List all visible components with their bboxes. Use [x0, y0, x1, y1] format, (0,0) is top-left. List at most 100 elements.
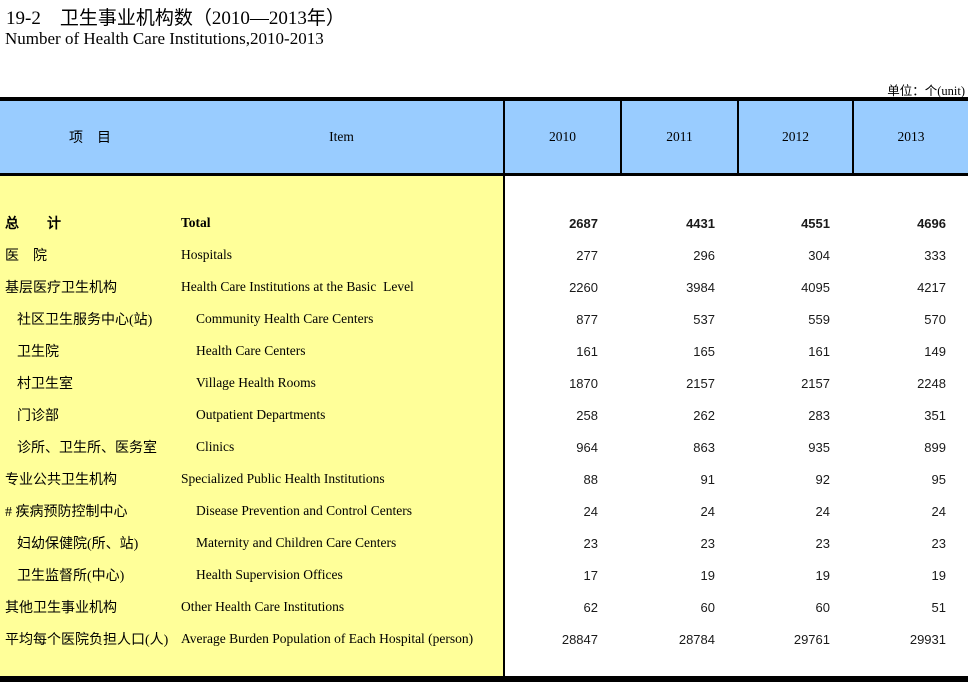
cell-value: 19 — [815, 567, 830, 583]
cell-value: 863 — [693, 439, 715, 455]
cell-value: 333 — [924, 247, 946, 263]
row-label-cn: 医 院 — [5, 249, 47, 264]
table-row-health-care-centers: 卫生院 Health Care Centers 161 165 161 149 — [0, 335, 968, 367]
cell-value: 3984 — [686, 279, 715, 295]
cell-value: 1870 — [569, 375, 598, 391]
cell-value: 29931 — [909, 631, 946, 647]
row-label-cn: 基层医疗卫生机构 — [5, 281, 117, 296]
cell-value: 4551 — [801, 215, 830, 231]
row-label-en: Total — [181, 215, 211, 230]
unit-label: 单位：个(unit) — [887, 84, 965, 98]
header-year-2012: 2012 — [737, 101, 852, 173]
cell-value: 95 — [931, 471, 946, 487]
cell-value: 91 — [700, 471, 715, 487]
cell-value: 19 — [700, 567, 715, 583]
cell-value: 24 — [931, 503, 946, 519]
row-label-cn: 卫生院 — [17, 345, 59, 360]
header-year-2010: 2010 — [503, 101, 620, 173]
cell-value: 28784 — [678, 631, 715, 647]
table-row-outpatient: 门诊部 Outpatient Departments 258 262 283 3… — [0, 399, 968, 431]
cell-value: 262 — [693, 407, 715, 423]
header-item-en: Item — [329, 129, 354, 144]
row-label-en: Clinics — [196, 439, 235, 454]
row-label-en: Health Supervision Offices — [196, 567, 343, 582]
cell-value: 92 — [815, 471, 830, 487]
table-body: 总 计 Total 2687 4431 4551 4696 医 院 Hospit… — [0, 176, 968, 676]
table-top-border — [0, 97, 968, 101]
cell-value: 28847 — [561, 631, 598, 647]
cell-value: 19 — [931, 567, 946, 583]
cell-value: 4696 — [917, 215, 946, 231]
cell-value: 23 — [583, 535, 598, 551]
cell-value: 2157 — [801, 375, 830, 391]
cell-value: 899 — [924, 439, 946, 455]
table-header-row: 项 目 Item 2010 2011 2012 2013 — [0, 101, 968, 176]
cell-value: 24 — [583, 503, 598, 519]
cell-value: 51 — [931, 599, 946, 615]
row-label-cn: 诊所、卫生所、医务室 — [17, 441, 157, 456]
cell-value: 2248 — [917, 375, 946, 391]
table-row-other: 其他卫生事业机构 Other Health Care Institutions … — [0, 591, 968, 623]
row-label-en: Average Burden Population of Each Hospit… — [181, 631, 474, 646]
page-title: 19-2 卫生事业机构数（2010—2013年） — [6, 8, 345, 29]
header-year-2013: 2013 — [852, 101, 968, 173]
cell-value: 304 — [808, 247, 830, 263]
cell-value: 4431 — [686, 215, 715, 231]
table-row-basic-level: 基层医疗卫生机构 Health Care Institutions at the… — [0, 271, 968, 303]
cell-value: 296 — [693, 247, 715, 263]
cell-value: 88 — [583, 471, 598, 487]
cell-value: 277 — [576, 247, 598, 263]
table-row-hospitals: 医 院 Hospitals 277 296 304 333 — [0, 239, 968, 271]
row-label-cn: 专业公共卫生机构 — [5, 473, 117, 488]
row-label-cn: 妇幼保健院(所、站) — [17, 537, 139, 552]
row-label-en: Health Care Centers — [196, 343, 306, 358]
cell-value: 559 — [808, 311, 830, 327]
cell-value: 23 — [931, 535, 946, 551]
cell-value: 351 — [924, 407, 946, 423]
row-label-en: Village Health Rooms — [196, 375, 316, 390]
cell-value: 2687 — [569, 215, 598, 231]
cell-value: 4217 — [917, 279, 946, 295]
table-row-average-burden: 平均每个医院负担人口(人) Average Burden Population … — [0, 623, 968, 655]
cell-value: 149 — [924, 343, 946, 359]
cell-value: 24 — [815, 503, 830, 519]
cell-value: 283 — [808, 407, 830, 423]
table-row-specialized-public: 专业公共卫生机构 Specialized Public Health Insti… — [0, 463, 968, 495]
table-row-community-centers: 社区卫生服务中心(站) Community Health Care Center… — [0, 303, 968, 335]
cell-value: 161 — [808, 343, 830, 359]
row-label-cn: 其他卫生事业机构 — [5, 601, 117, 616]
health-institutions-table: 项 目 Item 2010 2011 2012 2013 总 计 Total 2… — [0, 97, 968, 682]
table-row-clinics: 诊所、卫生所、医务室 Clinics 964 863 935 899 — [0, 431, 968, 463]
cell-value: 60 — [815, 599, 830, 615]
cell-value: 570 — [924, 311, 946, 327]
cell-value: 23 — [815, 535, 830, 551]
cell-value: 4095 — [801, 279, 830, 295]
row-label-en: Health Care Institutions at the Basic Le… — [181, 279, 414, 294]
table-row-total: 总 计 Total 2687 4431 4551 4696 — [0, 207, 968, 239]
row-label-cn: 卫生监督所(中心) — [17, 569, 125, 584]
row-label-en: Outpatient Departments — [196, 407, 326, 422]
cell-value: 165 — [693, 343, 715, 359]
row-label-cn: 平均每个医院负担人口(人) — [5, 633, 169, 648]
cell-value: 62 — [583, 599, 598, 615]
table-row-village-rooms: 村卫生室 Village Health Rooms 1870 2157 2157… — [0, 367, 968, 399]
row-label-cn: 社区卫生服务中心(站) — [17, 313, 153, 328]
cell-value: 24 — [700, 503, 715, 519]
row-label-en: Hospitals — [181, 247, 233, 262]
row-label-en: Other Health Care Institutions — [181, 599, 345, 614]
header-item-cn: 项 目 — [69, 131, 111, 146]
table-row-supervision: 卫生监督所(中心) Health Supervision Offices 17 … — [0, 559, 968, 591]
row-label-cn: 门诊部 — [17, 409, 59, 424]
row-label-en: Maternity and Children Care Centers — [196, 535, 397, 550]
cell-value: 2260 — [569, 279, 598, 295]
cell-value: 161 — [576, 343, 598, 359]
table-bottom-border — [0, 676, 968, 682]
header-year-2011: 2011 — [620, 101, 737, 173]
cell-value: 2157 — [686, 375, 715, 391]
header-item-cell: 项 目 Item — [0, 101, 503, 173]
row-label-cn: 总 计 — [5, 217, 61, 232]
page-subtitle: Number of Health Care Institutions,2010-… — [5, 29, 324, 48]
row-label-cn: # 疾病预防控制中心 — [5, 505, 128, 520]
row-label-en: Specialized Public Health Institutions — [181, 471, 385, 486]
cell-value: 964 — [576, 439, 598, 455]
